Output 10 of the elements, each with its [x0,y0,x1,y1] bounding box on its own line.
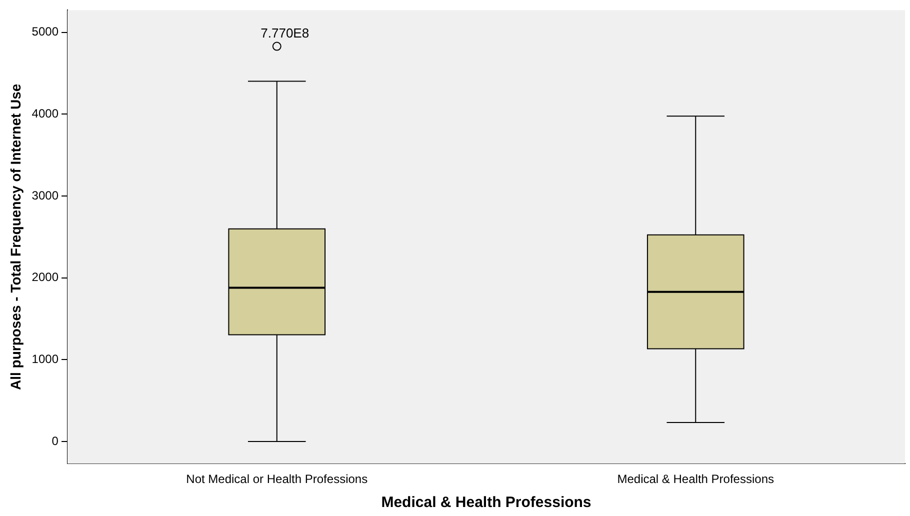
annotation: 7.770E8 [260,25,310,40]
x-tick-label: Not Medical or Health Professions [186,472,368,486]
y-tick-label: 3000 [32,188,59,202]
y-tick-label: 5000 [32,24,59,39]
y-axis-title: All purposes - Total Frequency of Internet Use [7,84,24,390]
y-tick-label: 1000 [32,352,59,366]
y-tick-label: 0 [52,434,59,448]
y-tick-label: 4000 [32,106,59,120]
y-tick-label: 2000 [32,270,59,284]
x-axis-title: Medical & Health Professions [381,494,592,512]
